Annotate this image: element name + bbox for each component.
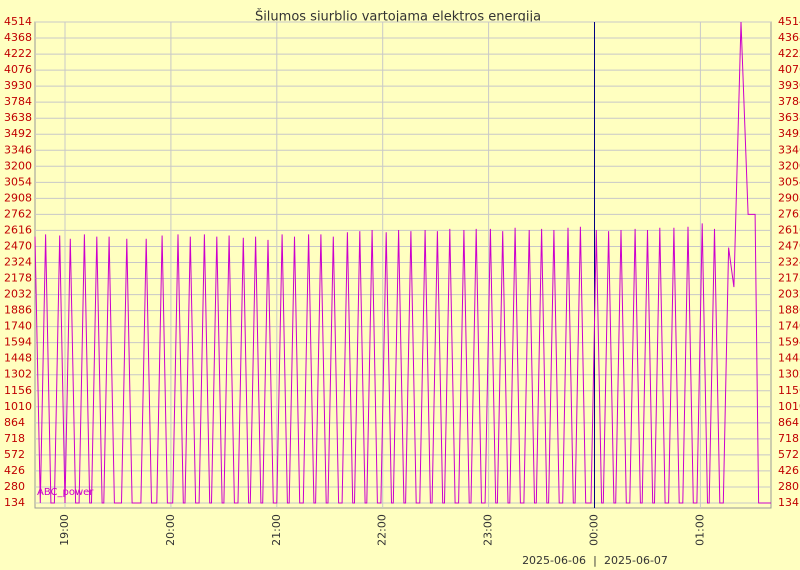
y-tick-label: 1010 — [4, 400, 32, 413]
y-tick-label-right: 3784 — [778, 95, 800, 108]
y-tick-label-right: 134 — [778, 496, 799, 509]
y-tick-label-right: 4368 — [778, 31, 800, 44]
x-tick-label: 00:00 — [588, 514, 601, 546]
y-tick-label-right: 1010 — [778, 400, 800, 413]
y-tick-label-right: 3054 — [778, 175, 800, 188]
y-tick-label: 1594 — [4, 336, 32, 349]
y-tick-label: 1156 — [4, 384, 32, 397]
y-tick-label-right: 1886 — [778, 304, 800, 317]
y-tick-label: 134 — [4, 496, 25, 509]
y-tick-label-right: 4514 — [778, 15, 800, 28]
y-tick-label-right: 2178 — [778, 272, 800, 285]
legend-label: ABC_power — [37, 487, 94, 498]
y-tick-label: 280 — [4, 480, 25, 493]
y-tick-label: 3784 — [4, 95, 32, 108]
y-tick-label-right: 3638 — [778, 111, 800, 124]
y-tick-label-right: 2908 — [778, 191, 800, 204]
y-tick-label: 3638 — [4, 111, 32, 124]
y-tick-label-right: 426 — [778, 464, 799, 477]
y-tick-label: 4514 — [4, 15, 32, 28]
y-tick-label: 2470 — [4, 239, 32, 252]
y-tick-label-right: 2032 — [778, 288, 800, 301]
date-label: 2025-06-06 — [522, 554, 586, 567]
y-tick-label: 3930 — [4, 79, 32, 92]
y-tick-label: 2908 — [4, 191, 32, 204]
y-tick-label: 1302 — [4, 368, 32, 381]
date-separator: | — [593, 554, 597, 567]
x-tick-label: 21:00 — [270, 514, 283, 546]
y-tick-label-right: 2470 — [778, 239, 800, 252]
x-tick-label: 22:00 — [376, 514, 389, 546]
x-tick-label: 23:00 — [482, 514, 495, 546]
y-tick-label: 3054 — [4, 175, 32, 188]
y-tick-label: 1740 — [4, 320, 32, 333]
y-tick-label-right: 1156 — [778, 384, 800, 397]
y-tick-label: 3346 — [4, 143, 32, 156]
x-tick-label: 01:00 — [693, 514, 706, 546]
y-tick-label-right: 864 — [778, 416, 799, 429]
y-tick-label: 2178 — [4, 272, 32, 285]
y-tick-label: 3200 — [4, 159, 32, 172]
date-label: 2025-06-07 — [604, 554, 668, 567]
y-tick-label: 864 — [4, 416, 25, 429]
y-tick-label-right: 572 — [778, 448, 799, 461]
y-tick-label-right: 3492 — [778, 127, 800, 140]
y-tick-label: 4368 — [4, 31, 32, 44]
y-tick-label-right: 4076 — [778, 63, 800, 76]
y-tick-label: 1886 — [4, 304, 32, 317]
y-tick-label: 2324 — [4, 256, 32, 269]
y-tick-label-right: 280 — [778, 480, 799, 493]
y-tick-label-right: 3346 — [778, 143, 800, 156]
y-tick-label: 2032 — [4, 288, 32, 301]
chart-title: Šilumos siurblio vartojama elektros ener… — [255, 9, 541, 25]
y-tick-label-right: 718 — [778, 432, 799, 445]
y-tick-label-right: 4222 — [778, 47, 800, 60]
y-tick-label: 572 — [4, 448, 25, 461]
y-tick-label: 3492 — [4, 127, 32, 140]
y-tick-label: 2616 — [4, 223, 32, 236]
y-tick-label: 4222 — [4, 47, 32, 60]
y-tick-label: 4076 — [4, 63, 32, 76]
y-tick-label-right: 1594 — [778, 336, 800, 349]
data-line — [34, 21, 771, 504]
y-tick-label-right: 3930 — [778, 79, 800, 92]
y-tick-label-right: 1740 — [778, 320, 800, 333]
y-tick-label: 718 — [4, 432, 25, 445]
y-tick-label-right: 2616 — [778, 223, 800, 236]
y-tick-label: 2762 — [4, 207, 32, 220]
y-tick-label-right: 3200 — [778, 159, 800, 172]
y-tick-label-right: 2324 — [778, 256, 800, 269]
y-tick-label: 426 — [4, 464, 25, 477]
y-tick-label: 1448 — [4, 352, 32, 365]
x-tick-label: 19:00 — [58, 514, 71, 546]
y-tick-label-right: 1448 — [778, 352, 800, 365]
x-tick-label: 20:00 — [164, 514, 177, 546]
y-tick-label-right: 1302 — [778, 368, 800, 381]
y-tick-label-right: 2762 — [778, 207, 800, 220]
